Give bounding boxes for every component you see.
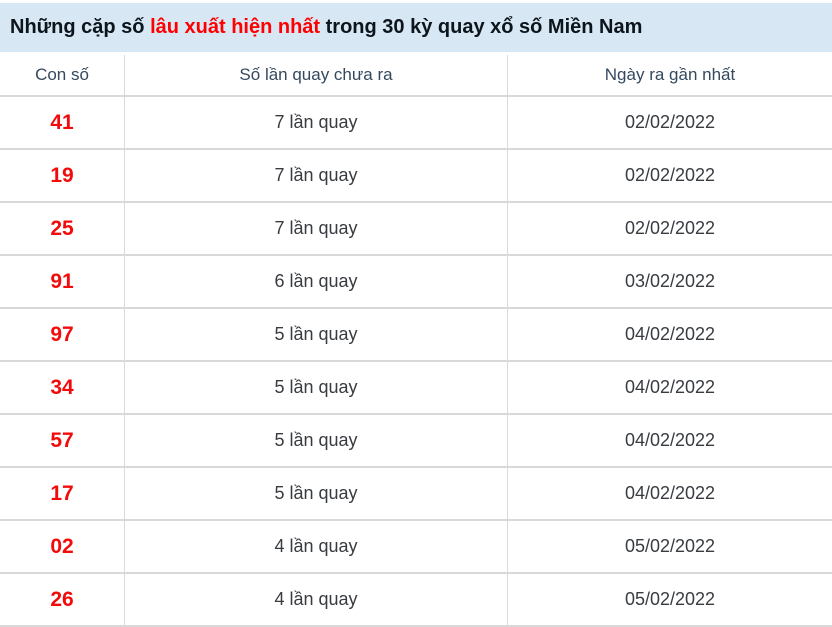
table-row: 02 4 lần quay 05/02/2022 — [0, 521, 832, 574]
last-seen-date: 04/02/2022 — [624, 483, 716, 503]
lottery-number: 26 — [0, 574, 125, 625]
table-row: 41 7 lần quay 02/02/2022 — [0, 97, 832, 150]
draws-missed-count: 5 lần quay — [125, 362, 508, 413]
table-row: 17 5 lần quay 04/02/2022 — [0, 468, 832, 521]
draws-missed-count: 5 lần quay — [125, 468, 508, 519]
last-seen-date: 04/02/2022 — [624, 377, 716, 397]
title-suffix: trong 30 kỳ quay xổ số Miền Nam — [320, 16, 643, 38]
last-seen-date: 04/02/2022 — [624, 430, 716, 450]
table-row: 25 7 lần quay 02/02/2022 — [0, 203, 832, 256]
draws-missed-count: 7 lần quay — [125, 97, 508, 148]
lottery-number: 19 — [0, 150, 125, 201]
draws-missed-count: 7 lần quay — [125, 150, 508, 201]
lottery-number: 57 — [0, 415, 125, 466]
title-highlight: lâu xuất hiện nhất — [150, 16, 321, 38]
table-header-row: Con số Số lần quay chưa ra Ngày ra gần n… — [0, 55, 832, 97]
lottery-number: 97 — [0, 309, 125, 360]
table-row: 91 6 lần quay 03/02/2022 — [0, 256, 832, 309]
title-prefix: Những cặp số — [10, 16, 151, 38]
last-seen-date: 05/02/2022 — [624, 536, 716, 556]
last-seen-date: 02/02/2022 — [624, 218, 716, 238]
lottery-number: 34 — [0, 362, 125, 413]
panel-title: Những cặp số lâu xuất hiện nhất trong 30… — [0, 3, 832, 52]
column-header-number: Con số — [0, 55, 125, 95]
draws-missed-count: 6 lần quay — [125, 256, 508, 307]
last-seen-date: 05/02/2022 — [624, 589, 716, 609]
lottery-number: 02 — [0, 521, 125, 572]
lottery-number: 17 — [0, 468, 125, 519]
draws-missed-count: 5 lần quay — [125, 309, 508, 360]
last-seen-date: 04/02/2022 — [624, 324, 716, 344]
table-row: 19 7 lần quay 02/02/2022 — [0, 150, 832, 203]
lottery-number: 91 — [0, 256, 125, 307]
draws-missed-count: 7 lần quay — [125, 203, 508, 254]
last-seen-date: 02/02/2022 — [624, 165, 716, 185]
table-row: 57 5 lần quay 04/02/2022 — [0, 415, 832, 468]
stats-table: Con số Số lần quay chưa ra Ngày ra gần n… — [0, 55, 832, 627]
last-seen-date: 02/02/2022 — [624, 112, 716, 132]
table-row: 34 5 lần quay 04/02/2022 — [0, 362, 832, 415]
draws-missed-count: 4 lần quay — [125, 521, 508, 572]
column-header-count: Số lần quay chưa ra — [125, 55, 508, 95]
table-row: 26 4 lần quay 05/02/2022 — [0, 574, 832, 627]
last-seen-date: 03/02/2022 — [624, 271, 716, 291]
column-header-date: Ngày ra gần nhất — [604, 65, 736, 84]
table-body: 41 7 lần quay 02/02/2022 19 7 lần quay 0… — [0, 97, 832, 627]
lottery-number: 41 — [0, 97, 125, 148]
table-row: 97 5 lần quay 04/02/2022 — [0, 309, 832, 362]
lottery-number: 25 — [0, 203, 125, 254]
draws-missed-count: 4 lần quay — [125, 574, 508, 625]
draws-missed-count: 5 lần quay — [125, 415, 508, 466]
